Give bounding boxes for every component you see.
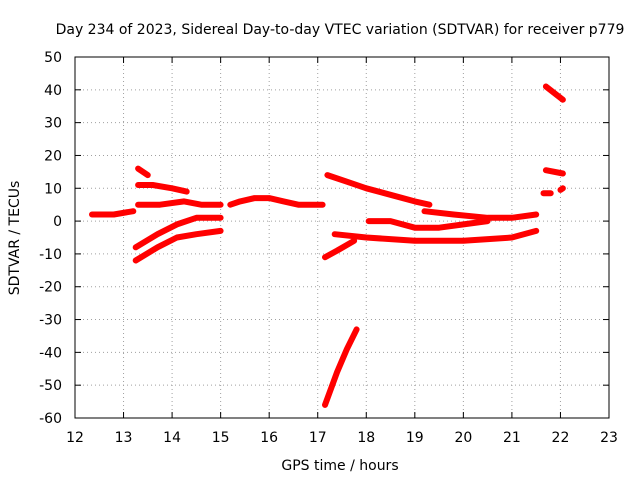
y-tick-label: 10 xyxy=(44,181,62,197)
data-arc-arc-15 xyxy=(542,167,566,177)
chart-title: Day 234 of 2023, Sidereal Day-to-day VTE… xyxy=(56,22,625,38)
y-tick-label: 30 xyxy=(44,116,62,132)
plot-frame xyxy=(74,56,610,419)
x-tick-label: 19 xyxy=(406,430,424,446)
data-arc-arc-11 xyxy=(331,227,540,244)
data-arc-arc-13 xyxy=(421,208,540,221)
x-tick-label: 17 xyxy=(309,430,327,446)
data-arc-arc-5 xyxy=(135,165,151,179)
y-tick-label: 20 xyxy=(44,148,62,164)
y-tick-label: -10 xyxy=(39,247,62,263)
y-tick-label: -40 xyxy=(39,345,62,361)
y-tick-label: -60 xyxy=(39,411,62,427)
data-arc-arc-2 xyxy=(135,198,224,208)
x-tick-label: 18 xyxy=(357,430,375,446)
y-axis-label: SDTVAR / TECUs xyxy=(7,181,23,296)
x-tick-label: 23 xyxy=(600,430,618,446)
y-tick-label: -50 xyxy=(39,378,62,394)
x-tick-label: 15 xyxy=(212,430,230,446)
y-tick-label: 40 xyxy=(44,83,62,99)
x-tick-label: 14 xyxy=(163,430,181,446)
y-tick-label: -20 xyxy=(39,280,62,296)
data-arcs xyxy=(89,83,566,408)
data-arc-arc-9 xyxy=(322,237,358,261)
data-arc-arc-1 xyxy=(89,208,137,218)
data-arc-arc-4 xyxy=(132,227,224,264)
x-tick-labels: 12 13 14 15 16 17 18 19 20 21 22 23 xyxy=(66,430,618,446)
x-tick-label: 21 xyxy=(503,430,521,446)
y-tick-label: 50 xyxy=(44,50,62,66)
x-tick-label: 12 xyxy=(66,430,84,446)
data-arc-arc-6 xyxy=(135,182,190,195)
data-arc-arc-7 xyxy=(227,195,326,208)
x-tick-label: 20 xyxy=(454,430,472,446)
y-tick-label: 0 xyxy=(53,214,62,230)
axis-ticks xyxy=(74,56,610,419)
data-arc-arc-8 xyxy=(324,172,433,208)
data-arc-arc-3 xyxy=(132,214,224,251)
x-tick-label: 22 xyxy=(552,430,570,446)
data-arc-arc-17 xyxy=(557,185,566,193)
data-arc-arc-10 xyxy=(322,326,360,408)
x-tick-label: 16 xyxy=(260,430,278,446)
x-tick-label: 13 xyxy=(115,430,133,446)
data-arc-arc-12 xyxy=(365,218,491,231)
y-tick-labels: 50 40 30 20 10 0 -10 -20 -30 -40 -50 -60 xyxy=(39,50,62,427)
y-tick-label: -30 xyxy=(39,313,62,329)
x-axis-label: GPS time / hours xyxy=(281,458,398,474)
data-arc-arc-14 xyxy=(542,83,566,103)
